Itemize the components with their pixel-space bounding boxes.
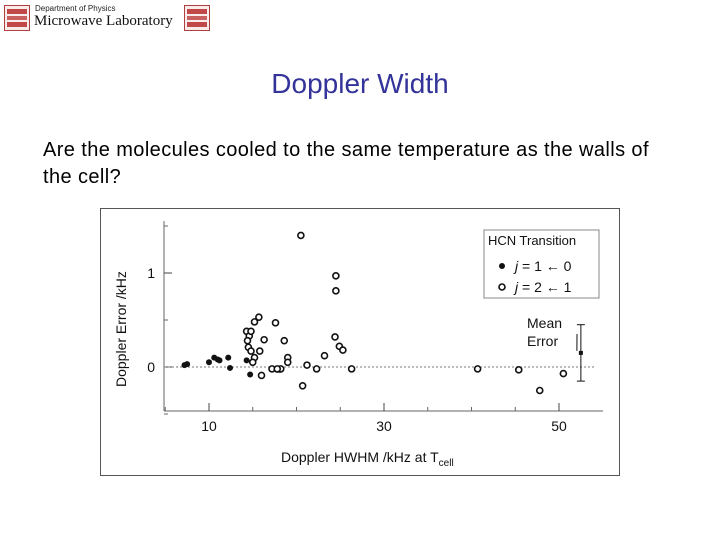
data-point-open [473, 365, 482, 373]
data-point-open [247, 327, 255, 336]
legend-marker-filled [499, 263, 505, 269]
data-point-filled [184, 361, 191, 368]
scatter-chart: 10 30 50 0 1 HCN Transition j = 1 ← 0 j = 2 … [113, 221, 603, 469]
data-point-filled [247, 371, 254, 378]
y-axis-label: Doppler Error /kHz [113, 271, 129, 387]
data-point-open [320, 351, 329, 360]
data-point-filled [216, 357, 223, 364]
legend-entry-2: j = 2 ← 1 [513, 279, 572, 295]
data-point-open [347, 365, 356, 373]
data-point-open [332, 287, 340, 295]
data-point-open [514, 366, 523, 374]
slide-title: Doppler Width [271, 68, 449, 99]
data-point-open [248, 358, 257, 367]
y-tick-label: 1 [147, 265, 155, 281]
x-axis-label-sub: cell [439, 458, 454, 469]
x-axis-label-main: Doppler HWHM /kHz at T [281, 449, 439, 465]
data-point-filled [225, 354, 232, 361]
x-tick-label: 50 [551, 418, 567, 434]
legend-entry-2-j: j [513, 279, 519, 295]
data-point-open [559, 369, 568, 378]
legend-entry-1: j = 1 ← 0 [513, 258, 572, 274]
data-point-open [273, 365, 282, 373]
y-tick-label: 0 [147, 359, 155, 375]
data-point-open [297, 231, 305, 240]
data-point-open [247, 347, 255, 355]
legend-entry-1-text: = 1 ← 0 [518, 258, 572, 274]
university-seal-icon [4, 5, 30, 31]
data-point-filled [206, 359, 212, 366]
data-point-open [331, 333, 339, 341]
slide-question: Are the molecules cooled to the same tem… [43, 139, 649, 188]
annotation-mean: Mean [527, 315, 562, 331]
data-point-open [339, 346, 347, 354]
mean-point [578, 350, 583, 355]
chart-legend: HCN Transition j = 1 ← 0 j = 2 ← 1 [483, 229, 600, 299]
data-point-open [243, 336, 252, 345]
legend-entry-2-text: = 2 ← 1 [518, 279, 572, 295]
data-point-open [535, 386, 544, 395]
data-point-open [312, 365, 321, 373]
data-point-open [298, 382, 307, 390]
axis-labels: Doppler HWHM /kHz at Tcell Doppler Error… [113, 271, 454, 469]
mean-error-annotation: Mean Error [527, 315, 585, 382]
scatter-chart-figure: 10 30 50 0 1 HCN Transition j = 1 ← 0 j = 2 … [100, 208, 620, 476]
header-banner: Department of Physics Microwave Laborato… [0, 0, 240, 34]
data-point-open [260, 335, 268, 344]
data-point-open [257, 371, 266, 380]
data-point-open [255, 347, 264, 355]
data-point-open [332, 272, 340, 280]
chart-points [181, 231, 568, 395]
x-axis-label: Doppler HWHM /kHz at Tcell [281, 449, 454, 469]
data-point-open [250, 318, 259, 326]
chart-axes: 10 30 50 0 1 [147, 221, 603, 434]
legend-marker-open [498, 283, 506, 291]
annotation-error: Error [527, 333, 558, 349]
legend-entry-1-j: j [513, 258, 519, 274]
data-point-open [271, 319, 280, 327]
lab-name: Microwave Laboratory [34, 13, 173, 29]
data-point-filled [227, 364, 233, 371]
data-point-open [283, 358, 292, 367]
x-tick-label: 30 [376, 418, 392, 434]
x-tick-label: 10 [201, 418, 217, 434]
legend-title: HCN Transition [488, 233, 576, 248]
department-name: Department of Physics [35, 4, 116, 13]
data-point-open [303, 361, 311, 369]
data-point-open [255, 313, 263, 321]
data-point-open [280, 336, 289, 345]
data-point-filled [243, 357, 250, 364]
microwave-lab-logo-icon [184, 5, 210, 31]
